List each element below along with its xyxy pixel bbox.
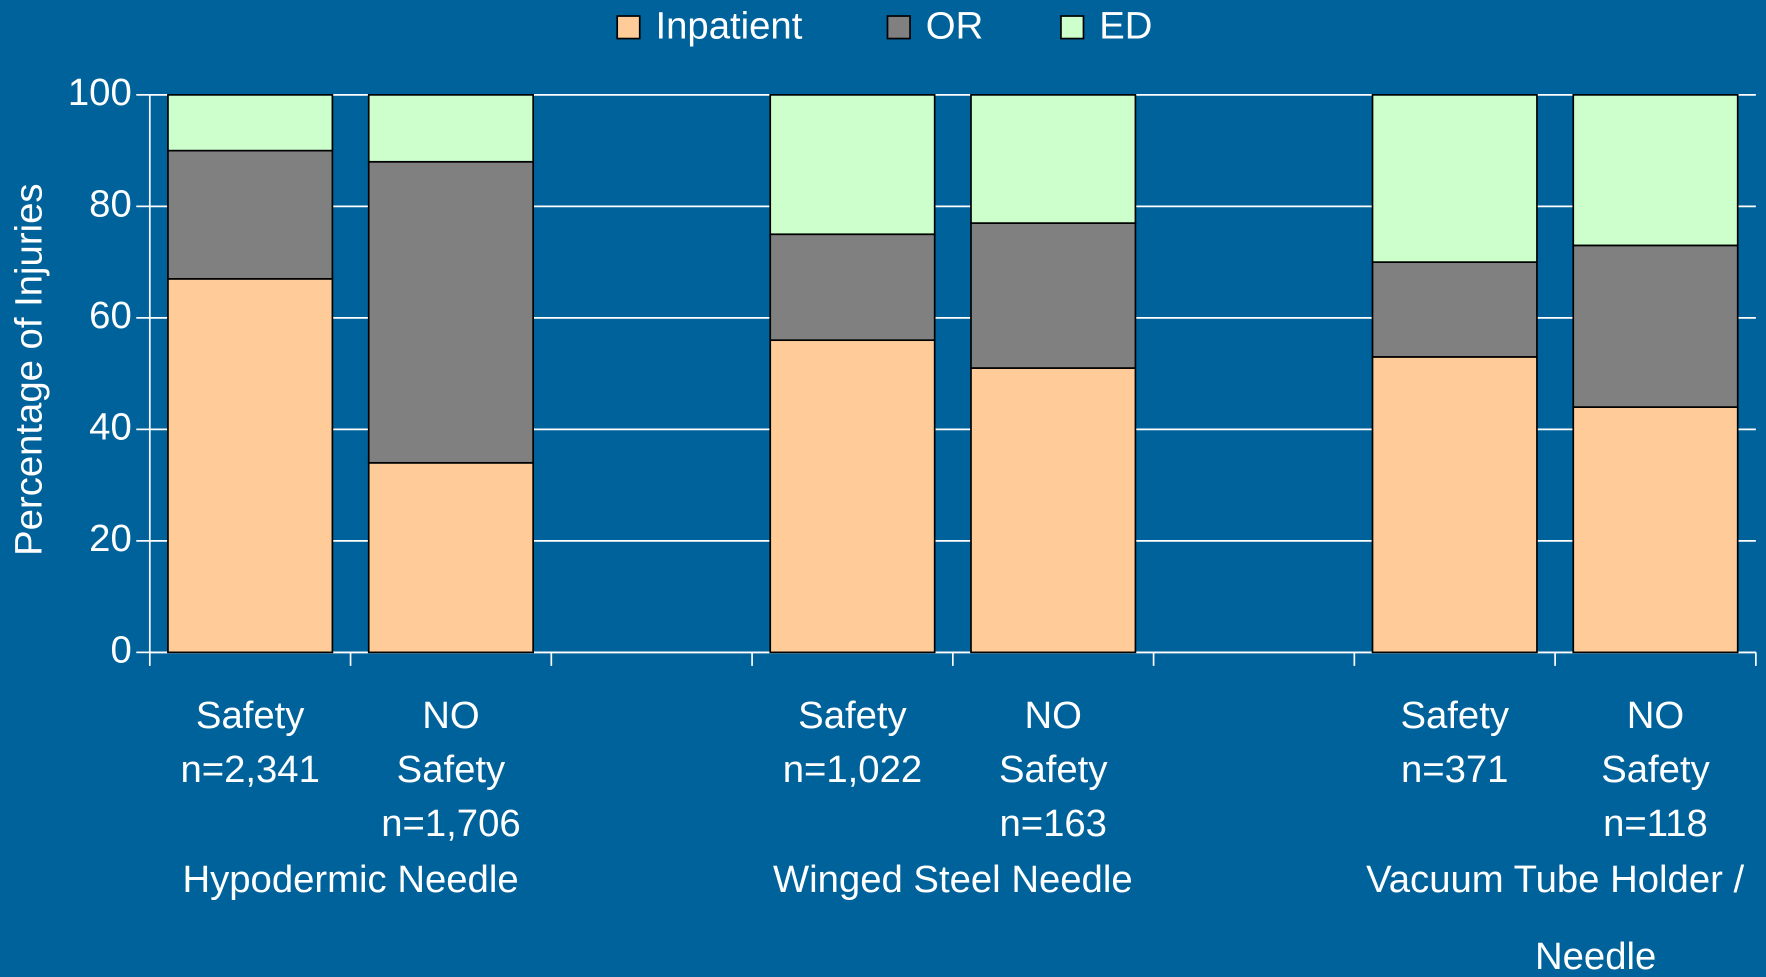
x-tick-label: n=118: [1603, 802, 1708, 845]
x-tick-label: Safety: [1400, 694, 1509, 737]
bar-segment: [1371, 261, 1538, 358]
x-tick-label: Safety: [397, 748, 506, 791]
bar-segment: [167, 149, 334, 280]
y-tick-label: 40: [89, 405, 132, 448]
group-label: Hypodermic Needle: [182, 858, 518, 901]
x-tick-label: Safety: [1601, 748, 1710, 791]
x-tick-label: Safety: [999, 748, 1108, 791]
bar-segment: [367, 94, 534, 163]
group-label: Vacuum Tube Holder /: [1366, 858, 1744, 901]
bar-segment: [970, 94, 1137, 224]
bar-segment: [970, 367, 1137, 654]
group-label: Winged Steel Needle: [773, 858, 1133, 901]
legend-swatch: [1060, 15, 1085, 40]
bar-segment: [1572, 94, 1739, 247]
group-label: Needle: [1535, 935, 1656, 977]
y-tick-label: 0: [110, 628, 131, 671]
legend-label: Inpatient: [655, 5, 802, 48]
bar-segment: [167, 277, 334, 654]
x-tick-label: NO: [422, 694, 479, 737]
y-tick-label: 20: [89, 517, 132, 560]
x-tick-label: NO: [1627, 694, 1684, 737]
x-tick-label: Safety: [798, 694, 907, 737]
bar-segment: [367, 461, 534, 654]
x-tick-label: n=1,706: [381, 802, 520, 845]
x-tick-label: n=163: [999, 802, 1107, 845]
y-axis-label: Percentage of Injuries: [8, 183, 51, 555]
bar-segment: [970, 222, 1137, 369]
bar-segment: [769, 339, 936, 654]
bar-segment: [769, 94, 936, 236]
y-tick-label: 80: [89, 182, 132, 225]
x-tick-label: n=2,341: [180, 748, 319, 791]
x-tick-label: n=1,022: [783, 748, 922, 791]
legend-swatch: [616, 15, 641, 40]
x-tick-label: n=371: [1401, 748, 1509, 791]
bar-segment: [167, 94, 334, 152]
bar-segment: [1572, 406, 1739, 654]
y-tick-label: 100: [68, 71, 132, 114]
bar-segment: [769, 233, 936, 342]
legend-swatch: [886, 15, 911, 40]
legend-label: ED: [1099, 5, 1152, 48]
x-tick-label: Safety: [196, 694, 305, 737]
bar-segment: [1572, 244, 1739, 408]
x-tick-label: NO: [1024, 694, 1081, 737]
bar-segment: [367, 160, 534, 464]
legend-label: OR: [926, 5, 983, 48]
bar-segment: [1371, 356, 1538, 654]
bar-segment: [1371, 94, 1538, 263]
y-tick-label: 60: [89, 294, 132, 337]
